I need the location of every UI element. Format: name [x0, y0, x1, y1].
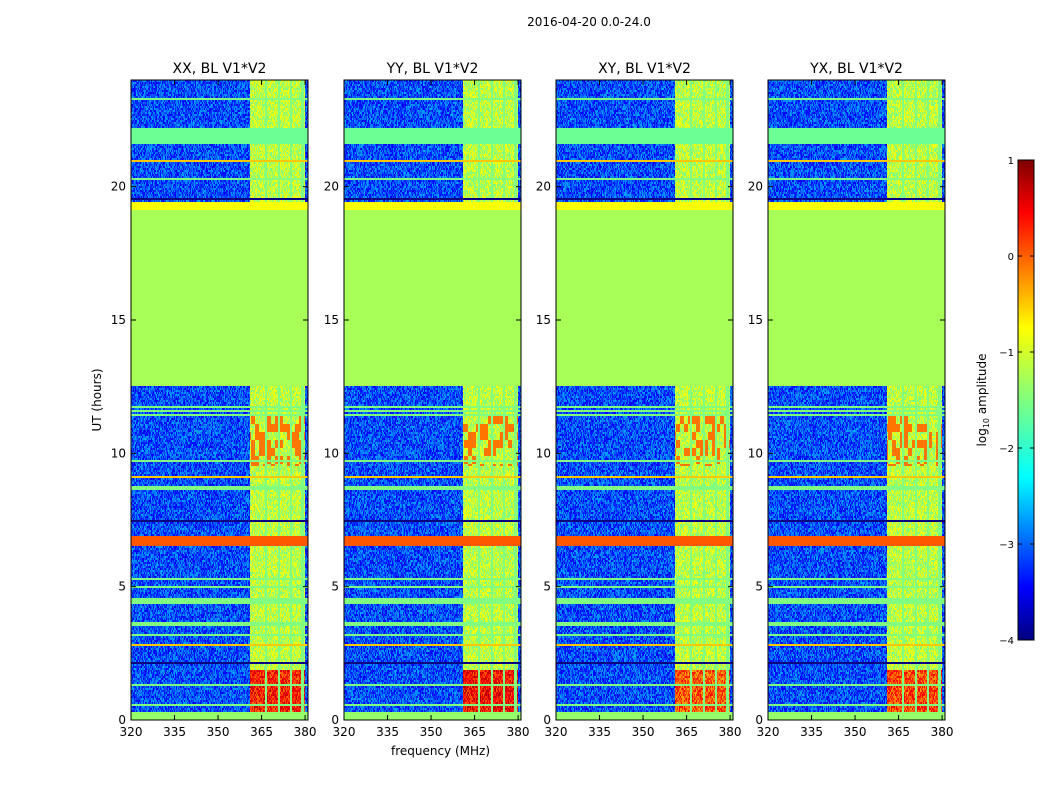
heatmap-image [556, 80, 733, 720]
x-tick-label: 380 [294, 725, 317, 739]
x-tick-label: 365 [887, 725, 910, 739]
x-tick-label: 335 [588, 725, 611, 739]
x-tick-label: 320 [757, 725, 780, 739]
x-tick-label: 365 [675, 725, 698, 739]
y-tick-label: 20 [111, 180, 126, 194]
colorbar-label-prefix: log [975, 428, 989, 446]
y-tick-label: 15 [324, 313, 339, 327]
colorbar-tick-label: −4 [999, 636, 1014, 647]
x-tick-label: 320 [545, 725, 568, 739]
x-tick-label: 380 [719, 725, 742, 739]
panel-yy: YY, BL V1*V2 320 335 350 365 380 0 5 10 15 20 frequ… [324, 61, 530, 758]
panel-title: YY, BL V1*V2 [386, 61, 479, 77]
y-tick-label: 10 [111, 446, 126, 460]
y-tick-label: 5 [331, 580, 339, 594]
plot-frame [130, 79, 309, 721]
x-tick-label: 350 [207, 725, 230, 739]
x-tick-label: 335 [163, 725, 186, 739]
y-tick-label: 5 [543, 580, 551, 594]
x-tick-label: 350 [844, 725, 867, 739]
y-tick-label: 10 [536, 446, 551, 460]
x-tick-label: 320 [333, 725, 356, 739]
y-tick-label: 0 [755, 713, 763, 727]
colorbar-label: log10 amplitude [975, 354, 991, 447]
y-tick-label: 10 [748, 446, 763, 460]
x-tick-label: 365 [250, 725, 273, 739]
heatmap-image [344, 80, 521, 720]
y-tick-label: 0 [331, 713, 339, 727]
x-tick-label: 380 [507, 725, 530, 739]
colorbar-label-suffix: amplitude [975, 354, 989, 418]
panel-title: XY, BL V1*V2 [598, 61, 691, 77]
x-tick-label: 365 [463, 725, 486, 739]
plot-frame [343, 79, 522, 721]
x-axis-label: frequency (MHz) [391, 744, 490, 758]
plot-frame [555, 79, 734, 721]
panel-xy: XY, BL V1*V2 320 335 350 365 380 0 5 10 15 20 [536, 61, 742, 739]
y-tick-label: 15 [111, 313, 126, 327]
y-tick-label: 15 [536, 313, 551, 327]
y-tick-label: 10 [324, 446, 339, 460]
y-tick-label: 5 [755, 580, 763, 594]
x-tick-label: 350 [420, 725, 443, 739]
panel-title: XX, BL V1*V2 [173, 61, 267, 77]
y-tick-label: 20 [324, 180, 339, 194]
panel-title: YX, BL V1*V2 [809, 61, 903, 77]
colorbar-tick-label: −1 [999, 348, 1014, 359]
heatmap-image [768, 80, 945, 720]
y-tick-label: 0 [118, 713, 126, 727]
colorbar-ticks: 1 0 −1 −2 −3 −4 [999, 156, 1034, 647]
y-tick-label: 0 [543, 713, 551, 727]
panel-yx: YX, BL V1*V2 320 335 350 365 380 0 5 10 15 20 [748, 61, 954, 739]
y-tick-label: 20 [748, 180, 763, 194]
colorbar-tick-label: −3 [999, 540, 1014, 551]
colorbar-tick-label: 0 [1008, 252, 1014, 263]
heatmap-image [131, 80, 308, 720]
y-tick-label: 5 [118, 580, 126, 594]
colorbar: 10−1−2−3−4 log10 amplitude [975, 156, 1035, 647]
colorbar-gradient [1017, 159, 1035, 641]
x-tick-label: 335 [800, 725, 823, 739]
x-tick-label: 320 [120, 725, 143, 739]
colorbar-tick-label: 1 [1008, 156, 1014, 167]
y-tick-label: 20 [536, 180, 551, 194]
x-tick-label: 380 [931, 725, 954, 739]
plot-frame [767, 79, 946, 721]
y-tick-label: 15 [748, 313, 763, 327]
y-axis-label: UT (hours) [90, 368, 104, 431]
colorbar-tick-label: −2 [999, 444, 1014, 455]
x-tick-label: 335 [376, 725, 399, 739]
x-tick-label: 350 [632, 725, 655, 739]
figure-suptitle: 2016-04-20 0.0-24.0 [527, 15, 651, 29]
panel-xx: XX, BL V1*V2 320 335 350 365 380 0 5 10 15 20 [111, 61, 317, 739]
colorbar-label-sub: 10 [982, 418, 991, 428]
